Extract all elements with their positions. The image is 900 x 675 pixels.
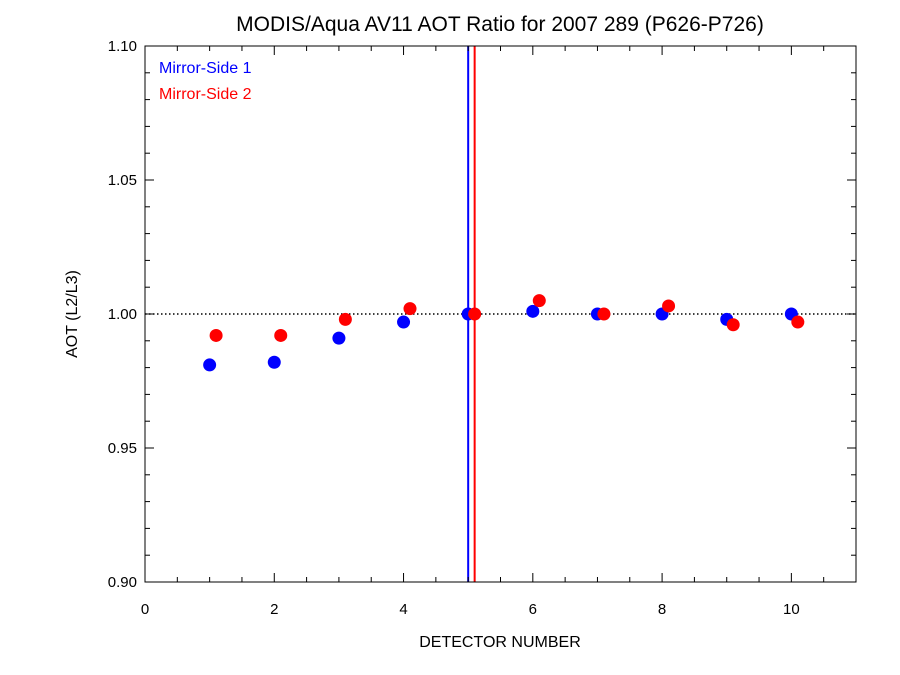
- point-mirror-side-1: [203, 358, 217, 372]
- legend: Mirror-Side 1 Mirror-Side 2: [159, 60, 252, 103]
- point-mirror-side-2: [597, 307, 611, 321]
- point-mirror-side-2: [532, 294, 546, 308]
- point-mirror-side-2: [468, 307, 482, 321]
- y-tick-label: 1.10: [108, 38, 137, 55]
- point-mirror-side-2: [791, 315, 805, 329]
- y-tick-label: 0.90: [108, 574, 137, 591]
- chart-title: MODIS/Aqua AV11 AOT Ratio for 2007 289 (…: [236, 13, 764, 36]
- plot-area: [144, 45, 857, 583]
- point-mirror-side-1: [332, 331, 346, 345]
- axis-tick-labels: 0 2 4 6 8 10 0.90 0.95 1.00 1.05 1.10: [108, 38, 800, 618]
- data-points: [203, 294, 805, 372]
- legend-entry-mirror-side-2: Mirror-Side 2: [159, 86, 252, 103]
- point-mirror-side-2: [662, 299, 676, 313]
- x-tick-label: 8: [658, 601, 666, 618]
- point-mirror-side-2: [726, 318, 740, 332]
- y-tick-label: 1.00: [108, 306, 137, 323]
- x-tick-label: 6: [529, 601, 537, 618]
- point-mirror-side-2: [338, 312, 352, 326]
- x-tick-label: 0: [141, 601, 149, 618]
- axis-ticks: [144, 45, 856, 583]
- legend-entry-mirror-side-1: Mirror-Side 1: [159, 60, 252, 77]
- point-mirror-side-2: [274, 328, 288, 342]
- point-mirror-side-1: [526, 304, 540, 318]
- x-axis-label: DETECTOR NUMBER: [419, 634, 581, 651]
- y-axis-label: AOT (L2/L3): [64, 270, 81, 358]
- x-tick-label: 10: [783, 601, 800, 618]
- y-tick-label: 0.95: [108, 440, 137, 457]
- point-mirror-side-1: [397, 315, 411, 329]
- point-mirror-side-1: [267, 355, 281, 369]
- point-mirror-side-2: [209, 328, 223, 342]
- point-mirror-side-2: [403, 302, 417, 316]
- y-tick-label: 1.05: [108, 172, 137, 189]
- x-tick-label: 2: [270, 601, 278, 618]
- x-tick-label: 4: [399, 601, 407, 618]
